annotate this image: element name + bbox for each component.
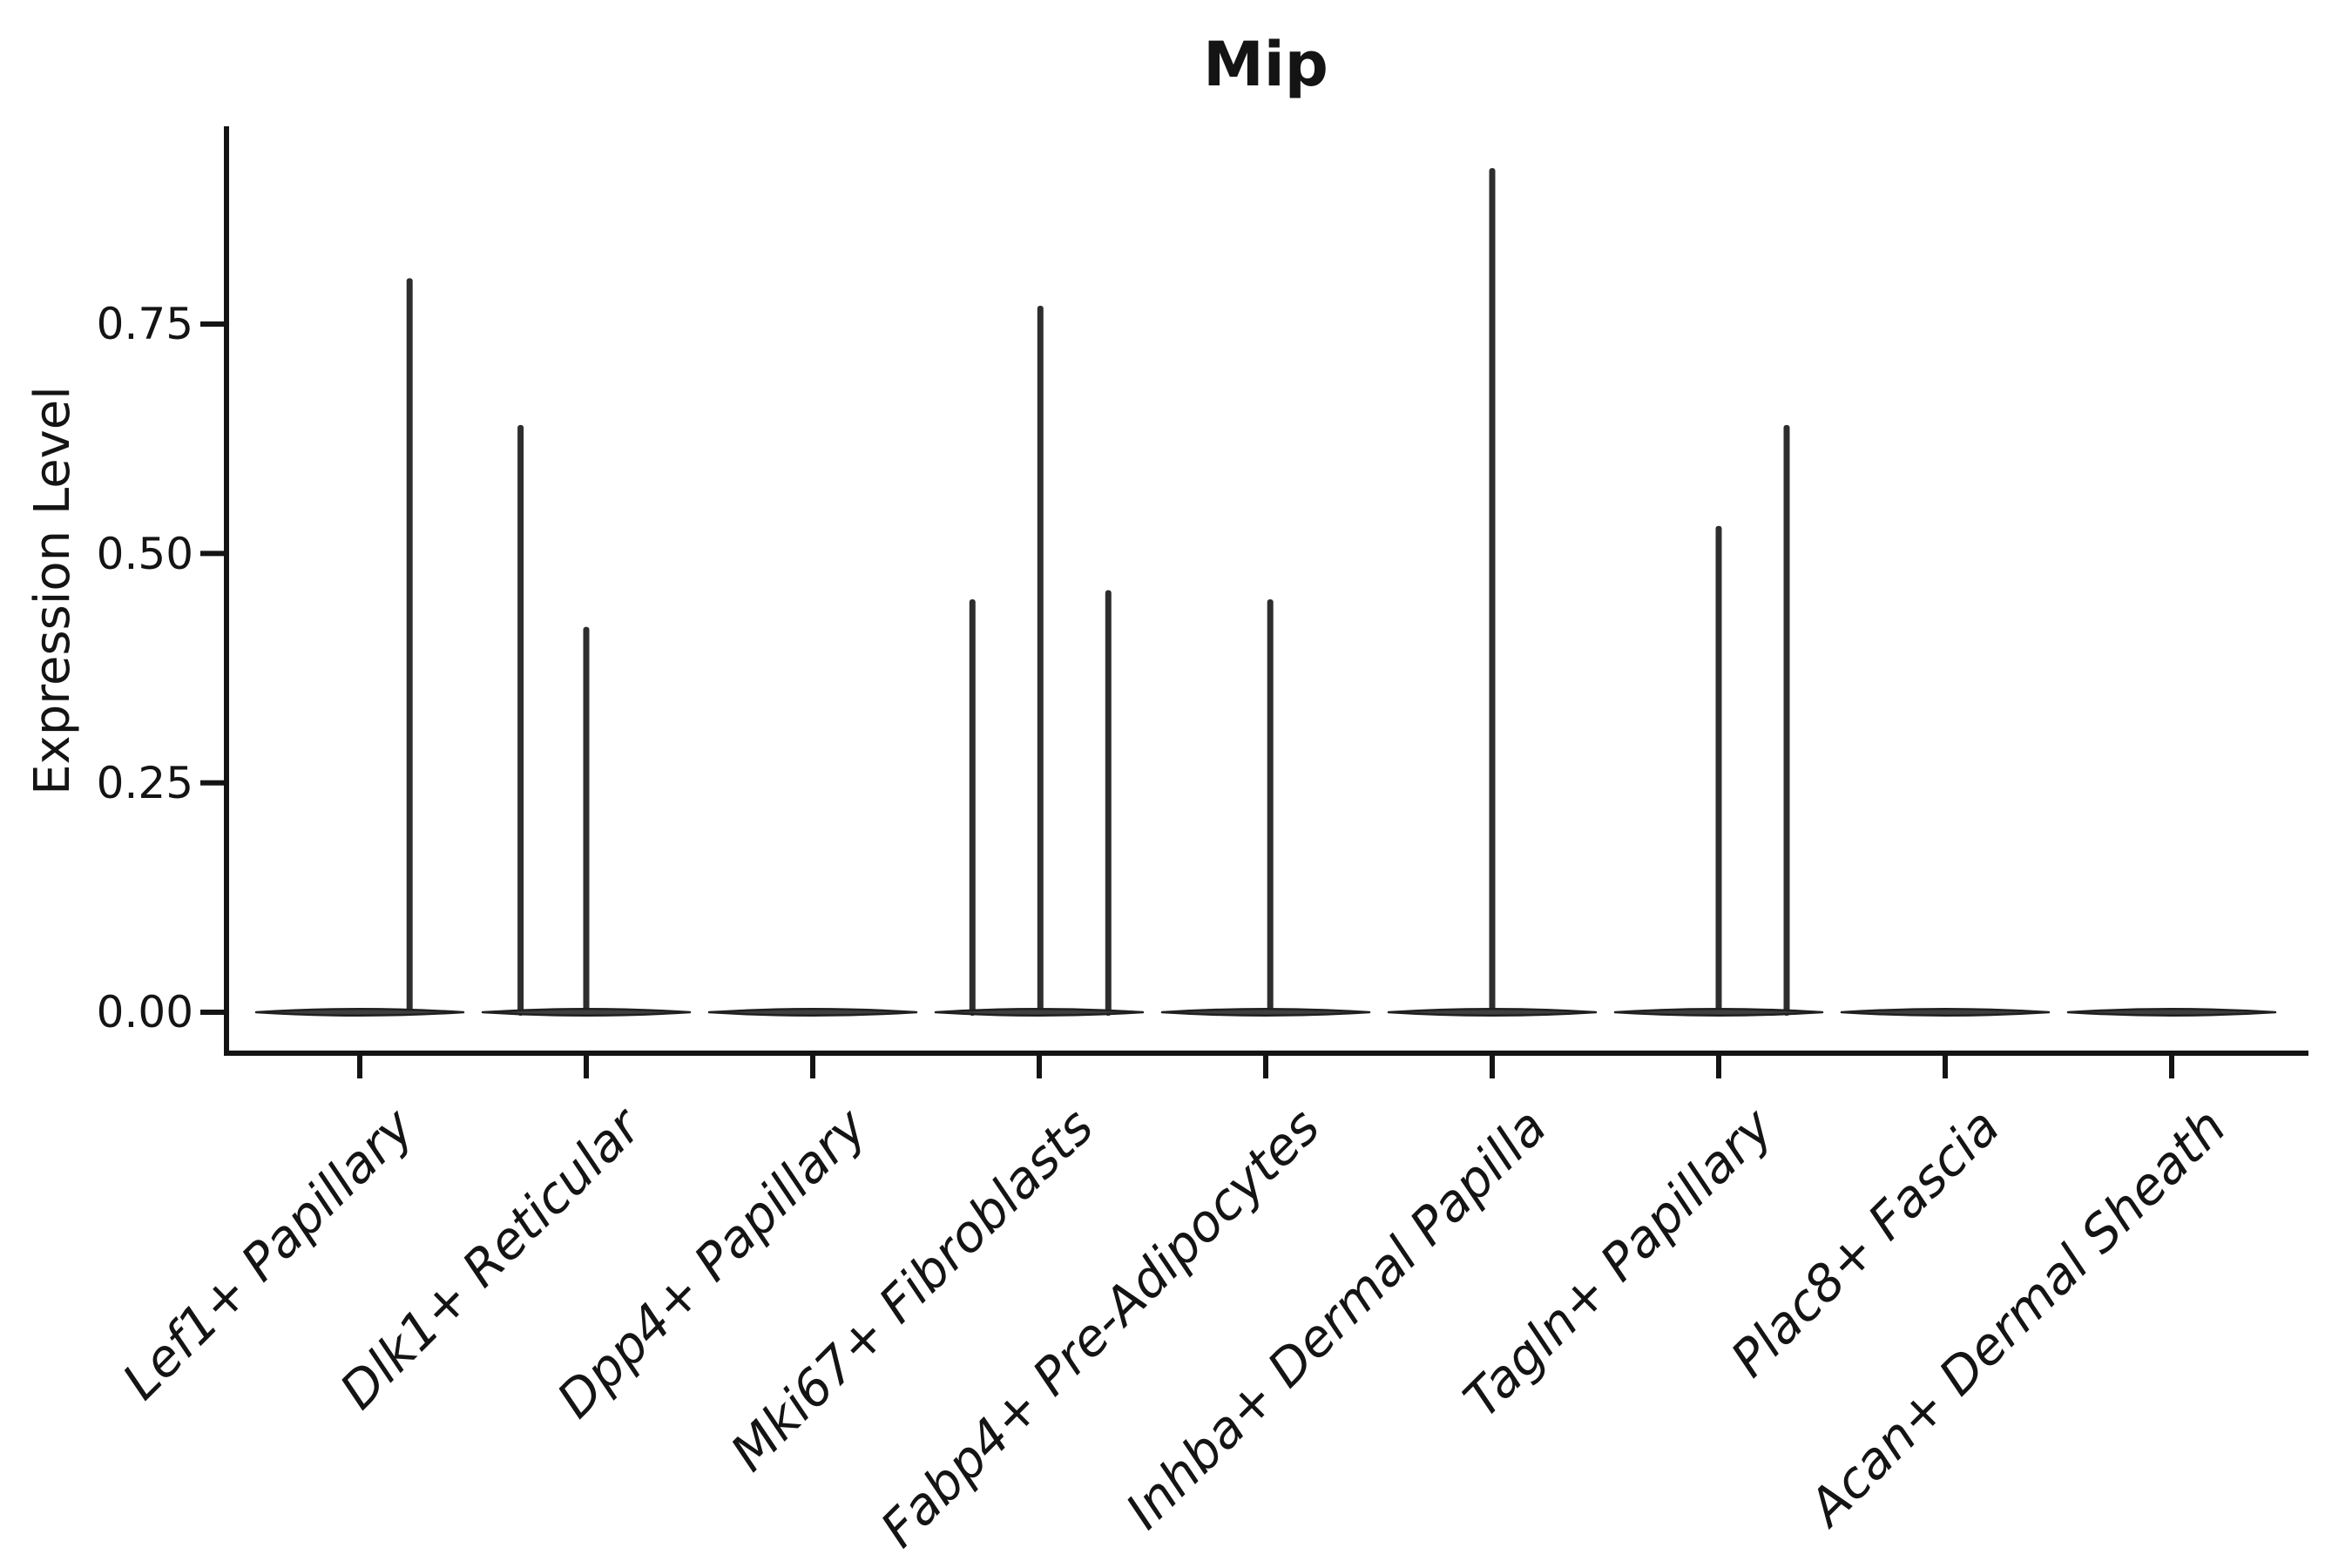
expression-spike	[406, 278, 413, 1016]
y-tick-label-0.75: 0.75	[96, 299, 193, 349]
violin-baseline	[2066, 1008, 2277, 1017]
expression-spike	[1489, 167, 1496, 1017]
x-tick-mark	[1716, 1056, 1721, 1078]
violin-baseline	[1160, 1008, 1371, 1017]
x-axis-spine	[224, 1051, 2308, 1056]
violin-baseline	[707, 1008, 918, 1017]
x-tick-mark	[810, 1056, 815, 1078]
y-tick-label-0.50: 0.50	[96, 529, 193, 579]
x-tick-mark	[1943, 1056, 1948, 1078]
y-tick-label-0.00: 0.00	[96, 987, 193, 1037]
violin-baseline	[1840, 1008, 2051, 1017]
x-tick-mark	[584, 1056, 589, 1078]
x-tick-mark	[1037, 1056, 1042, 1078]
x-tick-mark	[1263, 1056, 1268, 1078]
expression-spike	[517, 424, 524, 1016]
expression-spike	[1037, 305, 1044, 1017]
y-tick-mark	[200, 551, 224, 557]
y-tick-mark	[200, 321, 224, 328]
x-tick-mark	[357, 1056, 362, 1078]
y-tick-label-0.25: 0.25	[96, 758, 193, 808]
expression-spike	[583, 626, 590, 1016]
expression-spike	[1267, 599, 1274, 1016]
violin-baseline	[1387, 1008, 1598, 1017]
expression-spike	[1783, 424, 1790, 1016]
chart-title: Mip	[1203, 29, 1328, 100]
expression-spike	[1105, 590, 1112, 1016]
expression-spike	[969, 599, 976, 1016]
y-tick-mark	[200, 780, 224, 786]
y-tick-mark	[200, 1010, 224, 1015]
violin-baseline	[934, 1008, 1145, 1017]
x-tick-mark	[1490, 1056, 1495, 1078]
y-axis-spine	[224, 126, 229, 1056]
violin-baseline	[254, 1008, 465, 1017]
violin-baseline	[481, 1008, 692, 1017]
expression-spike	[1715, 525, 1722, 1016]
violin-baseline	[1613, 1008, 1824, 1017]
x-tick-mark	[2169, 1056, 2174, 1078]
